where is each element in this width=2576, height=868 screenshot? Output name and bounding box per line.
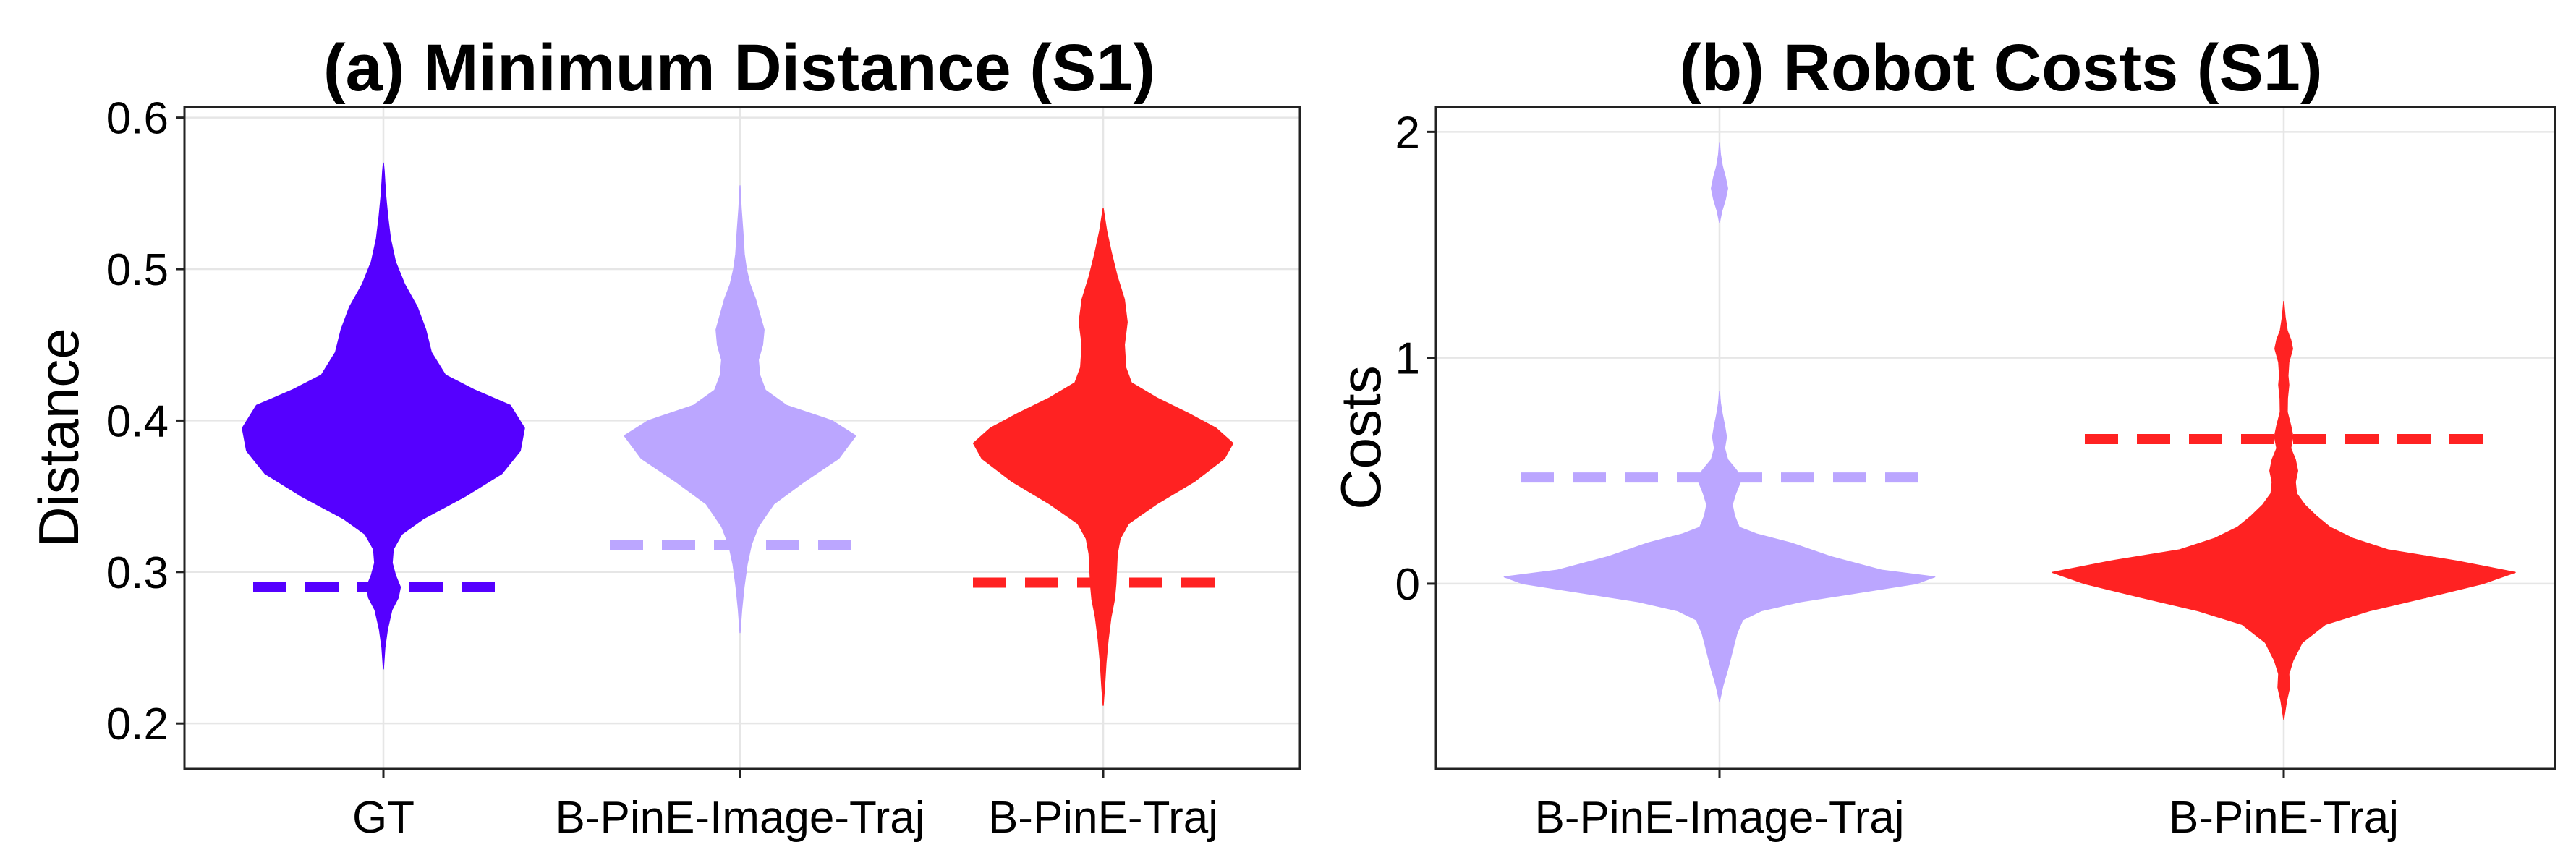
y-tick-label-b-2: 2 [1395, 108, 1420, 158]
x-tick-label-a-gt: GT [352, 793, 415, 843]
y-tick-label-a-2: 0.4 [106, 396, 169, 446]
y-tick-label-b-1: 1 [1395, 334, 1420, 384]
reference-lines-a [253, 540, 1233, 592]
panel-minimum-distance: (a) Minimum Distance (S1) Distance 0.20.… [27, 31, 1301, 843]
violin-a-gt [242, 162, 525, 670]
violin-a-b-pine-traj [972, 208, 1234, 706]
chart-title-b: (b) Robot Costs (S1) [1679, 31, 2322, 105]
y-tick-label-b-0: 0 [1395, 560, 1420, 610]
x-tick-label-a-b-pine-traj: B-PinE-Traj [988, 793, 1218, 843]
y-tick-label-a-1: 0.3 [106, 548, 169, 598]
violin-b-b-pine-traj [2052, 300, 2516, 720]
panel-robot-costs: (b) Robot Costs (S1) Costs 0 1 2 B-PinE-Im… [1329, 31, 2556, 843]
violin-a-b-pine-image-traj [624, 185, 856, 634]
y-tick-label-a-0: 0.2 [106, 699, 169, 749]
y-axis-label-a: Distance [27, 328, 90, 547]
x-tick-label-a-b-pine-image-traj: B-PinE-Image-Traj [555, 793, 924, 843]
chart-title-a: (a) Minimum Distance (S1) [323, 31, 1155, 105]
violin-b-b-pine-image-traj [1503, 391, 1936, 702]
violin-b-b-pine-image-traj-upper-lobe [1711, 142, 1728, 224]
y-ticks-b: 0 1 2 [1395, 108, 1436, 610]
y-ticks-a: 0.2 0.3 0.4 0.5 0.6 [106, 94, 184, 749]
plot-frame-b [1434, 106, 2556, 770]
gridlines-b [1436, 107, 2555, 769]
x-tick-label-b-b-pine-image-traj: B-PinE-Image-Traj [1534, 793, 1904, 843]
violins-b [1503, 142, 2516, 720]
x-ticks-a: GT B-PinE-Image-Traj B-PinE-Traj [352, 769, 1218, 843]
y-tick-label-a-4: 0.6 [106, 94, 169, 144]
x-ticks-b: B-PinE-Image-Traj B-PinE-Traj [1534, 769, 2399, 843]
plot-frame-a [183, 106, 1301, 770]
x-tick-label-b-b-pine-traj: B-PinE-Traj [2169, 793, 2399, 843]
y-axis-label-b: Costs [1329, 365, 1393, 509]
y-tick-label-a-3: 0.5 [106, 245, 169, 295]
reference-lines-b [1521, 434, 2483, 483]
violins-a [242, 162, 1234, 706]
